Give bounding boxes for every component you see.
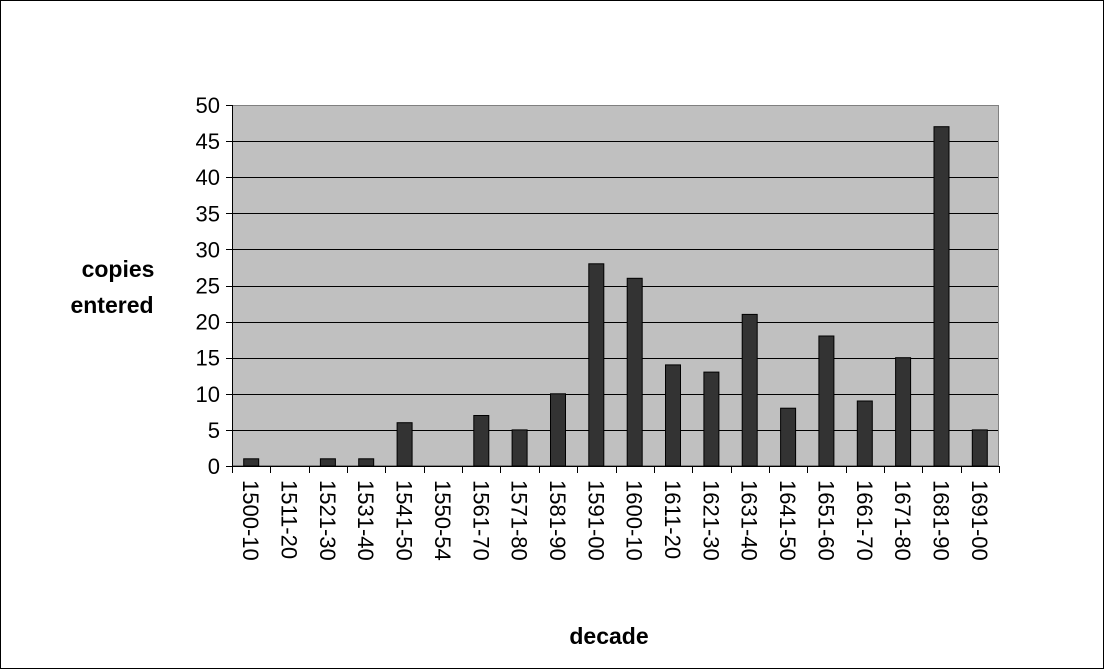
bar	[895, 357, 912, 467]
x-tick-label: 1651-60	[813, 480, 838, 561]
bar	[971, 429, 988, 467]
x-axis-title: decade	[569, 623, 648, 649]
y-tick-label: 30	[196, 237, 220, 262]
y-axis-title-line-2: entered	[70, 292, 153, 318]
bar	[511, 429, 528, 467]
y-tick-label: 5	[208, 418, 220, 443]
x-tick-label: 1541-50	[392, 480, 417, 561]
bar	[741, 313, 758, 467]
y-axis-title-line-1: copies	[82, 256, 155, 282]
bar	[665, 364, 681, 467]
x-tick-label: 1681-90	[929, 480, 954, 561]
x-tick-label: 1641-50	[775, 480, 800, 561]
x-tick-label: 1531-40	[353, 480, 378, 561]
x-tick-label: 1500-10	[238, 480, 263, 561]
x-tick-label: 1561-70	[468, 480, 493, 561]
bar	[473, 415, 490, 467]
bar	[588, 263, 605, 467]
x-tick-label: 1581-90	[545, 480, 570, 561]
y-tick-label: 15	[196, 346, 220, 371]
x-tick-label: 1631-40	[737, 480, 762, 561]
x-tick-label: 1550-54	[430, 480, 455, 561]
y-tick-label: 40	[196, 165, 220, 190]
bar	[550, 393, 566, 467]
x-tick-labels: 1500-10 1511-20 1521-30 1531-40 1541-50 1550-…	[238, 480, 992, 561]
plot-area	[232, 105, 999, 466]
bar	[780, 407, 797, 467]
y-tick-label: 50	[196, 93, 220, 118]
y-tick-label: 20	[196, 310, 220, 335]
x-tick-label: 1521-30	[315, 480, 340, 561]
x-tick-label: 1611-20	[660, 480, 685, 559]
bar	[856, 400, 873, 467]
bar	[933, 126, 950, 467]
x-tick-label: 1571-80	[507, 480, 532, 561]
x-tick-label: 1671-80	[890, 480, 915, 561]
bar	[703, 371, 720, 467]
y-tick-label: 10	[196, 382, 220, 407]
x-tick-label: 1600-10	[622, 480, 647, 561]
y-tick-label: 0	[208, 454, 220, 479]
bar	[319, 458, 336, 467]
bar	[626, 277, 643, 467]
y-tick-label: 45	[196, 129, 220, 154]
x-tick-label: 1591-00	[583, 480, 608, 561]
bar	[396, 422, 413, 467]
bar	[358, 458, 375, 467]
bars	[243, 126, 988, 467]
axes	[226, 105, 1000, 473]
bar	[243, 458, 260, 467]
x-tick-label: 1621-30	[698, 480, 723, 561]
y-tick-labels: 0 5 10 15 20 25 30 35 40 45 50	[196, 93, 220, 479]
x-tick-label: 1661-70	[852, 480, 877, 561]
x-tick-label: 1691-00	[967, 480, 992, 561]
x-tick-label: 1511-20	[277, 480, 302, 559]
bar	[818, 335, 835, 467]
y-tick-label: 35	[196, 201, 220, 226]
y-tick-label: 25	[196, 274, 220, 299]
